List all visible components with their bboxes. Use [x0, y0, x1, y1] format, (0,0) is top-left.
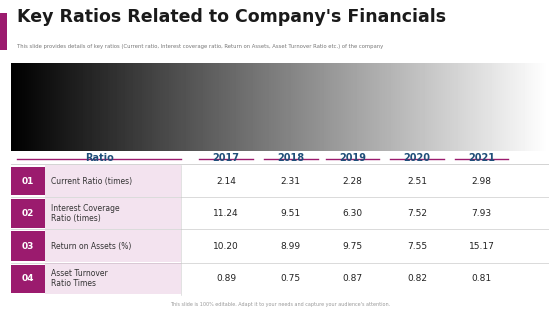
Text: 03: 03 [22, 242, 34, 250]
FancyBboxPatch shape [11, 232, 45, 261]
Text: Interest Coverage
Ratio (times): Interest Coverage Ratio (times) [51, 203, 120, 223]
FancyBboxPatch shape [45, 230, 180, 262]
Text: 0.89: 0.89 [216, 274, 236, 283]
Text: 7.55: 7.55 [407, 242, 427, 250]
Text: This slide provides details of key ratios (Current ratio, Interest coverage rati: This slide provides details of key ratio… [17, 44, 383, 49]
FancyBboxPatch shape [45, 165, 180, 197]
Text: 7.52: 7.52 [407, 209, 427, 218]
Text: Ratio: Ratio [86, 153, 114, 163]
Text: 6.30: 6.30 [343, 209, 363, 218]
Text: 2018: 2018 [277, 153, 304, 163]
FancyBboxPatch shape [11, 167, 45, 195]
Text: Key Ratios Related to Company's Financials: Key Ratios Related to Company's Financia… [17, 8, 446, 26]
Text: 2.98: 2.98 [472, 177, 492, 186]
Text: 01: 01 [22, 177, 34, 186]
Text: 15.17: 15.17 [469, 242, 494, 250]
Text: Return on Assets (%): Return on Assets (%) [51, 242, 132, 250]
Text: 10.20: 10.20 [213, 242, 239, 250]
Text: 0.75: 0.75 [281, 274, 301, 283]
Text: 2019: 2019 [339, 153, 366, 163]
Text: 7.93: 7.93 [472, 209, 492, 218]
Text: 8.99: 8.99 [281, 242, 301, 250]
Text: 2.28: 2.28 [343, 177, 362, 186]
Text: Asset Turnover
Ratio Times: Asset Turnover Ratio Times [51, 269, 108, 288]
Text: 0.87: 0.87 [343, 274, 363, 283]
Text: 02: 02 [22, 209, 34, 218]
Text: 2.31: 2.31 [281, 177, 301, 186]
Text: 2.51: 2.51 [407, 177, 427, 186]
FancyBboxPatch shape [11, 265, 45, 293]
Text: 2021: 2021 [468, 153, 495, 163]
Text: This slide is 100% editable. Adapt it to your needs and capture your audience's : This slide is 100% editable. Adapt it to… [170, 302, 390, 307]
Text: 0.82: 0.82 [407, 274, 427, 283]
Text: 04: 04 [22, 274, 34, 283]
Text: 11.24: 11.24 [213, 209, 239, 218]
FancyBboxPatch shape [45, 263, 180, 294]
FancyBboxPatch shape [11, 199, 45, 227]
Text: 2020: 2020 [404, 153, 431, 163]
Text: 9.51: 9.51 [281, 209, 301, 218]
Text: 0.81: 0.81 [472, 274, 492, 283]
FancyBboxPatch shape [45, 198, 180, 229]
Text: 2.14: 2.14 [216, 177, 236, 186]
Text: 9.75: 9.75 [343, 242, 363, 250]
Text: 2017: 2017 [213, 153, 240, 163]
Text: Current Ratio (times): Current Ratio (times) [51, 177, 132, 186]
